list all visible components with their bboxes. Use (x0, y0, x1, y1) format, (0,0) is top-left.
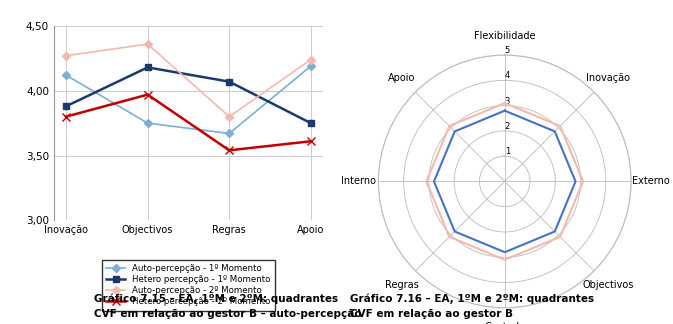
Line: Auto-percepção - 2º Momento: Auto-percepção - 2º Momento (63, 41, 314, 120)
Gestor B - 1º Momento (501, 109, 509, 113)
Line: Gestor B - 2º Momento: Gestor B - 2º Momento (427, 103, 583, 260)
Line: Auto-percepção - 1º Momento: Auto-percepção - 1º Momento (63, 63, 314, 136)
Auto-percepção - 2º Momento (143, 42, 151, 46)
Gestor B - 2º Momento (423, 179, 431, 183)
Auto-percepção - 2º Momento (62, 54, 70, 58)
Line: Hetero percepção - 1º Momento: Hetero percepção - 1º Momento (63, 64, 314, 127)
Text: Gráfico 7.16 – EA, 1ºM e 2ºM: quadrantes: Gráfico 7.16 – EA, 1ºM e 2ºM: quadrantes (350, 293, 594, 304)
Gestor B - 1º Momento (430, 179, 438, 183)
Gestor B - 1º Momento (501, 109, 509, 113)
Auto-percepção - 2º Momento (307, 58, 315, 62)
Gestor B - 2º Momento (501, 101, 509, 105)
Gestor B - 2º Momento (446, 124, 454, 128)
Line: Hetero percepção - 2º Momento: Hetero percepção - 2º Momento (62, 90, 315, 155)
Legend: Auto-percepção - 1º Momento, Hetero percepção - 1º Momento, Auto-percepção - 2º : Auto-percepção - 1º Momento, Hetero perc… (102, 260, 275, 311)
Gestor B - 2º Momento (556, 124, 564, 128)
Text: CVF em relação ao gestor B: CVF em relação ao gestor B (350, 309, 513, 319)
Auto-percepção - 2º Momento (225, 115, 234, 119)
Gestor B - 2º Momento (579, 179, 587, 183)
Gestor B - 1º Momento (551, 229, 559, 233)
Hetero percepção - 1º Momento (225, 80, 234, 84)
Line: Gestor B - 1º Momento: Gestor B - 1º Momento (434, 111, 575, 252)
Hetero percepção - 1º Momento (143, 65, 151, 69)
Text: Gráfico 7.15 – EA, 1ºM e 2ºM: quadrantes: Gráfico 7.15 – EA, 1ºM e 2ºM: quadrantes (94, 293, 339, 304)
Hetero percepção - 2º Momento (143, 93, 151, 97)
Gestor B - 2º Momento (556, 235, 564, 239)
Gestor B - 2º Momento (501, 101, 509, 105)
Gestor B - 1º Momento (551, 130, 559, 133)
Hetero percepção - 1º Momento (307, 121, 315, 125)
Gestor B - 2º Momento (446, 235, 454, 239)
Hetero percepção - 2º Momento (225, 148, 234, 152)
Gestor B - 1º Momento (451, 229, 459, 233)
Hetero percepção - 1º Momento (62, 104, 70, 108)
Hetero percepção - 2º Momento (62, 115, 70, 119)
Auto-percepção - 1º Momento (62, 73, 70, 77)
Gestor B - 1º Momento (451, 130, 459, 133)
Text: CVF em relação ao gestor B – auto-percepção: CVF em relação ao gestor B – auto-percep… (94, 309, 362, 319)
Gestor B - 2º Momento (501, 258, 509, 262)
Gestor B - 1º Momento (501, 250, 509, 254)
Auto-percepção - 1º Momento (307, 64, 315, 68)
Auto-percepção - 1º Momento (225, 132, 234, 135)
Hetero percepção - 2º Momento (307, 139, 315, 143)
Auto-percepção - 1º Momento (143, 121, 151, 125)
Gestor B - 1º Momento (571, 179, 579, 183)
